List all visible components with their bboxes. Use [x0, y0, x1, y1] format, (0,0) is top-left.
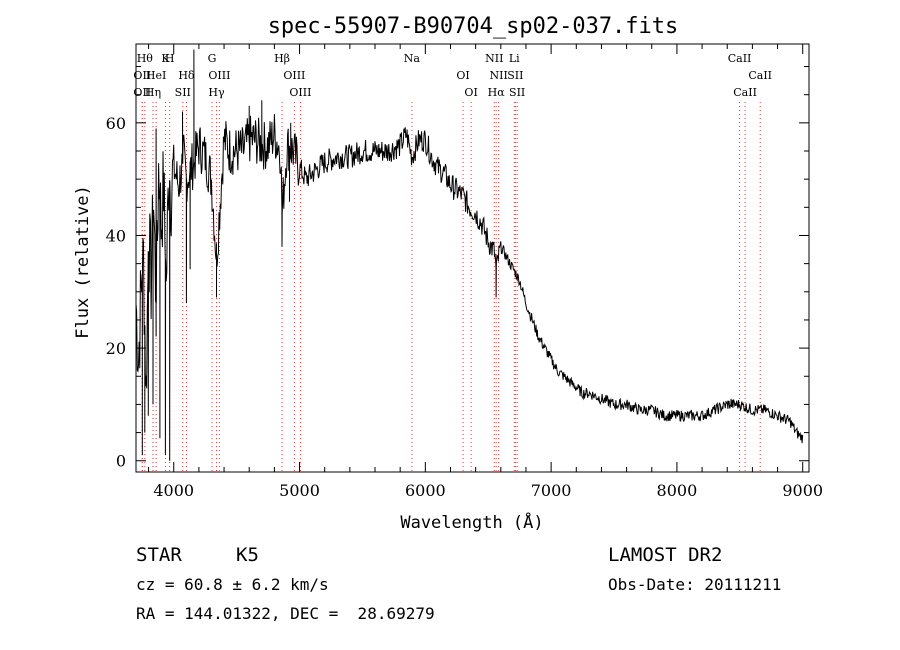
line-marker-label: K	[161, 52, 170, 65]
line-marker-label: Hα	[488, 86, 506, 99]
x-tick-label: 7000	[531, 481, 572, 500]
x-tick-label: 9000	[782, 481, 823, 500]
line-marker-label: Na	[404, 52, 421, 65]
plot-frame	[135, 43, 810, 473]
x-tick-label: 5000	[279, 481, 320, 500]
observation-date: Obs-Date: 20111211	[608, 575, 782, 594]
y-axis-label: Flux (relative)	[73, 185, 93, 339]
line-marker-label: H	[165, 52, 175, 65]
line-marker-label: Li	[509, 52, 520, 65]
x-axis: 4000 5000 6000 7000 8000 9000	[148, 44, 823, 500]
line-marker-label: OIII	[208, 69, 230, 82]
redshift-velocity: cz = 60.8 ± 6.2 km/s	[136, 575, 329, 594]
x-tick-label: 8000	[657, 481, 698, 500]
series-layer	[135, 49, 804, 461]
line-marker-label: CaII	[748, 69, 772, 82]
line-marker-label: SII	[509, 86, 525, 99]
x-tick-label: 6000	[405, 481, 446, 500]
y-tick-label: 0	[116, 452, 126, 471]
object-subclass: K5	[236, 544, 259, 566]
line-marker-label: Hθ	[137, 52, 154, 65]
y-tick-label: 40	[106, 226, 126, 245]
chart-title: spec-55907-B90704_sp02-037.fits	[268, 14, 679, 39]
line-marker-label: OIII	[283, 69, 305, 82]
y-tick-label: 60	[106, 114, 126, 133]
line-marker-label: HeI	[146, 69, 166, 82]
y-axis: 0 20 40 60	[106, 66, 809, 471]
line-marker-label: SII	[507, 69, 523, 82]
line-marker-label: SII	[175, 86, 191, 99]
line-marker-label: OI	[464, 86, 477, 99]
line-marker-label: CaII	[733, 86, 757, 99]
line-marker-label: CaII	[728, 52, 752, 65]
spectrum-line	[135, 49, 804, 461]
line-marker-label: NII	[490, 69, 508, 82]
line-marker-label: NII	[485, 52, 503, 65]
x-tick-label: 4000	[153, 481, 194, 500]
line-marker-label: OI	[456, 69, 469, 82]
line-marker-label: Hδ	[178, 69, 195, 82]
x-axis-label: Wavelength (Å)	[400, 511, 543, 533]
line-marker-label: Hη	[145, 86, 161, 99]
coordinates: RA = 144.01322, DEC = 28.69279	[136, 604, 435, 623]
line-marker-label: OII	[133, 86, 151, 99]
line-marker-label: OII	[133, 69, 151, 82]
y-tick-label: 20	[106, 339, 126, 358]
object-class: STAR	[136, 544, 182, 566]
line-marker-label: Hγ	[208, 86, 225, 99]
line-marker-label: OIII	[289, 86, 311, 99]
line-marker-label: G	[208, 52, 217, 65]
line-marker-label: Hβ	[274, 52, 290, 65]
survey-name: LAMOST DR2	[608, 544, 723, 566]
